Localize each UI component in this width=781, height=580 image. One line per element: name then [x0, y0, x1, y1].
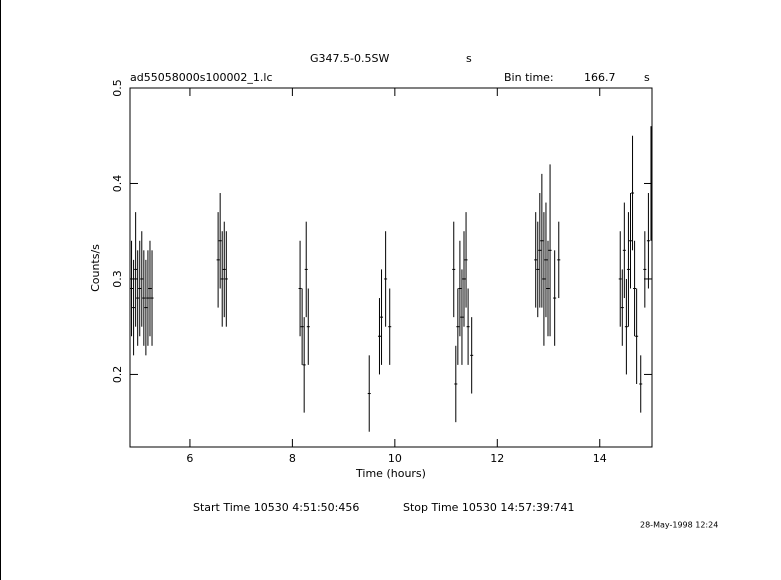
x-tick-label: 14: [593, 452, 607, 465]
bin-time-unit: s: [644, 71, 650, 84]
y-tick-label: 0.2: [111, 366, 124, 384]
x-tick-label: 12: [490, 452, 504, 465]
x-axis-label: Time (hours): [355, 467, 426, 480]
file-name: ad55058000s100002_1.lc: [130, 71, 273, 84]
x-tick-label: 10: [388, 452, 402, 465]
title-suffix: s: [466, 52, 472, 65]
y-axis-label: Counts/s: [89, 244, 102, 292]
bin-time: 166.7: [584, 71, 616, 84]
x-tick-label: 8: [289, 452, 296, 465]
chart-title: G347.5-0.5SW: [310, 52, 389, 65]
date: 28-May-1998 12:24: [640, 521, 718, 530]
plot-frame: [129, 87, 653, 448]
stop-time: Stop Time 10530 14:57:39:741: [403, 501, 575, 514]
y-tick-label: 0.3: [111, 270, 124, 288]
x-tick-label: 6: [186, 452, 193, 465]
y-tick-label: 0.4: [111, 175, 124, 193]
y-tick-label: 0.5: [111, 79, 124, 97]
start-time: Start Time 10530 4:51:50:456: [193, 501, 359, 514]
bin-time-label: Bin time:: [504, 71, 554, 84]
